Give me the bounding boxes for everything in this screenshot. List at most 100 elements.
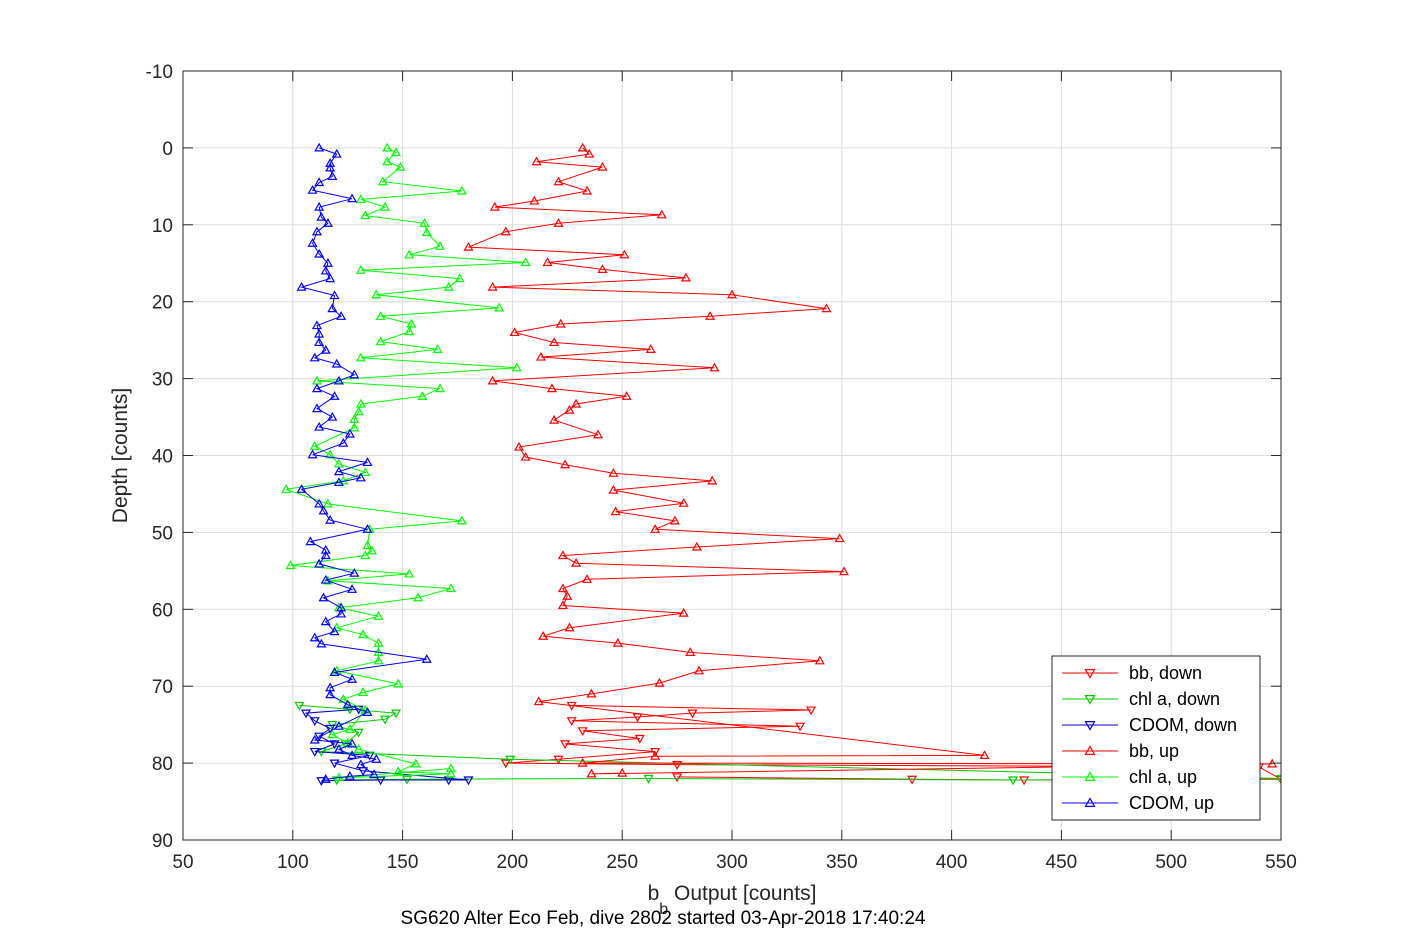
data-point (320, 616, 331, 626)
data-point (463, 241, 474, 251)
data-point (333, 466, 344, 476)
data-point (349, 414, 360, 423)
data-point (320, 774, 331, 783)
data-point (355, 472, 366, 482)
data-point (325, 273, 336, 283)
data-point (355, 759, 366, 769)
data-point (577, 757, 588, 767)
data-point (564, 622, 575, 632)
data-point (509, 327, 520, 337)
data-point (349, 422, 360, 432)
data-point (610, 506, 621, 516)
data-point (586, 688, 597, 698)
legend-label: bb, down (1129, 663, 1202, 683)
y-tick-label: 20 (152, 293, 173, 314)
data-point (834, 533, 845, 543)
data-point (375, 336, 386, 346)
y-tick-label: 40 (152, 447, 173, 468)
data-point (669, 515, 680, 525)
data-point (311, 226, 322, 236)
data-point (360, 550, 371, 560)
data-point (331, 148, 342, 158)
data-point (377, 176, 388, 186)
data-point (314, 177, 325, 187)
data-point (678, 497, 689, 507)
data-point (533, 696, 544, 706)
data-point (814, 655, 825, 665)
x-tick-label: 150 (387, 852, 419, 873)
legend-item: chl a, up (1062, 767, 1197, 787)
data-point (404, 326, 415, 336)
data-point (338, 437, 349, 447)
data-point (294, 701, 305, 711)
data-point (445, 763, 456, 773)
data-point (412, 592, 424, 602)
data-point (325, 449, 336, 459)
data-point (336, 311, 347, 320)
data-point (320, 344, 331, 354)
data-point (445, 583, 456, 593)
y-tick-label: -10 (146, 62, 173, 83)
legend-label: chl a, down (1129, 689, 1220, 709)
data-point (487, 281, 498, 291)
series-cdom-down (300, 705, 474, 786)
data-point (327, 303, 338, 313)
data-point (314, 248, 325, 258)
data-point (434, 241, 445, 250)
data-point (393, 766, 404, 776)
data-point (393, 678, 404, 688)
data-point (500, 759, 511, 769)
data-point (314, 337, 325, 347)
data-point (314, 498, 325, 508)
y-tick-label: 30 (152, 370, 173, 391)
data-point (320, 550, 331, 560)
data-point (300, 709, 312, 719)
data-point (325, 514, 336, 524)
data-point (333, 477, 344, 487)
data-point (634, 734, 645, 744)
data-point (586, 768, 597, 778)
data-point (597, 161, 608, 171)
data-point (571, 557, 582, 567)
data-point (656, 209, 667, 219)
data-point (494, 302, 505, 312)
data-point (371, 754, 382, 763)
data-point (327, 729, 338, 739)
data-point (553, 218, 564, 227)
legend-label: chl a, up (1129, 767, 1197, 787)
data-point (314, 201, 325, 211)
data-point (362, 707, 373, 716)
data-point (375, 776, 386, 786)
data-point (347, 193, 358, 203)
x-tick-label: 200 (497, 852, 529, 873)
data-point (353, 744, 364, 753)
data-point (340, 740, 351, 750)
data-point (678, 607, 689, 617)
data-point (314, 421, 325, 431)
data-point (390, 709, 402, 719)
data-point (379, 715, 391, 725)
legend-item: bb, up (1062, 741, 1179, 761)
data-point (329, 626, 340, 636)
data-point (687, 709, 698, 719)
data-point (390, 147, 402, 157)
data-point (650, 524, 661, 533)
data-point (979, 750, 990, 760)
data-point (318, 592, 329, 602)
y-tick-label: 70 (152, 677, 173, 698)
data-point (329, 290, 340, 300)
data-point (373, 655, 384, 665)
data-point (347, 674, 358, 683)
data-point (707, 475, 718, 485)
legend-marker (1084, 695, 1096, 705)
data-point (347, 750, 358, 760)
data-point (344, 428, 355, 438)
legend-item: CDOM, up (1062, 793, 1214, 813)
data-point (320, 265, 331, 275)
legend-item: CDOM, down (1062, 715, 1237, 735)
data-point (327, 411, 338, 421)
data-point (421, 227, 432, 237)
data-point (1019, 776, 1030, 786)
data-point (795, 722, 806, 732)
data-point (538, 631, 549, 640)
